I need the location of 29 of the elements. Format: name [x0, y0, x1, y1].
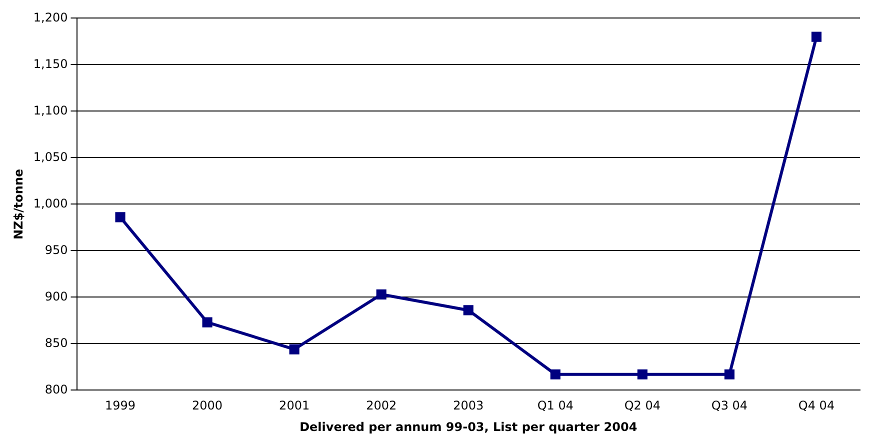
point	[376, 289, 386, 300]
x-tick-label: 2003	[453, 398, 484, 413]
point	[463, 305, 474, 316]
point	[202, 317, 212, 328]
x-tick-label: Q4 04	[798, 398, 835, 413]
y-tick-label: 1,150	[33, 56, 68, 71]
point	[637, 369, 648, 380]
point	[289, 344, 300, 354]
y-tick-label: 950	[44, 242, 68, 257]
y-tick-label: 1,050	[33, 150, 68, 164]
point	[811, 32, 822, 42]
x-tick-label: Q1 04	[537, 398, 574, 413]
y-tick-label: 900	[44, 289, 68, 304]
y-tick-label: 1,000	[33, 196, 68, 210]
x-axis-title: Delivered per annum 99-03, List per quarter 2004	[300, 420, 638, 434]
x-tick-label: 1999	[104, 398, 136, 413]
y-tick-label: 1,100	[33, 103, 68, 118]
x-tick-label: Q3 04	[711, 398, 748, 413]
point	[550, 369, 560, 380]
y-tick-label: 850	[44, 336, 68, 350]
y-tick-label: 800	[44, 382, 68, 396]
y-tick-label: 1,200	[33, 10, 68, 24]
x-tick-label: 2000	[192, 398, 223, 413]
x-tick-label: 2001	[279, 398, 310, 413]
x-tick-label: Q2 04	[624, 398, 661, 413]
x-tick-label: 2002	[366, 398, 397, 413]
y-axis-title: NZ$/tonne	[11, 168, 26, 240]
point	[724, 369, 734, 380]
point	[115, 212, 126, 222]
